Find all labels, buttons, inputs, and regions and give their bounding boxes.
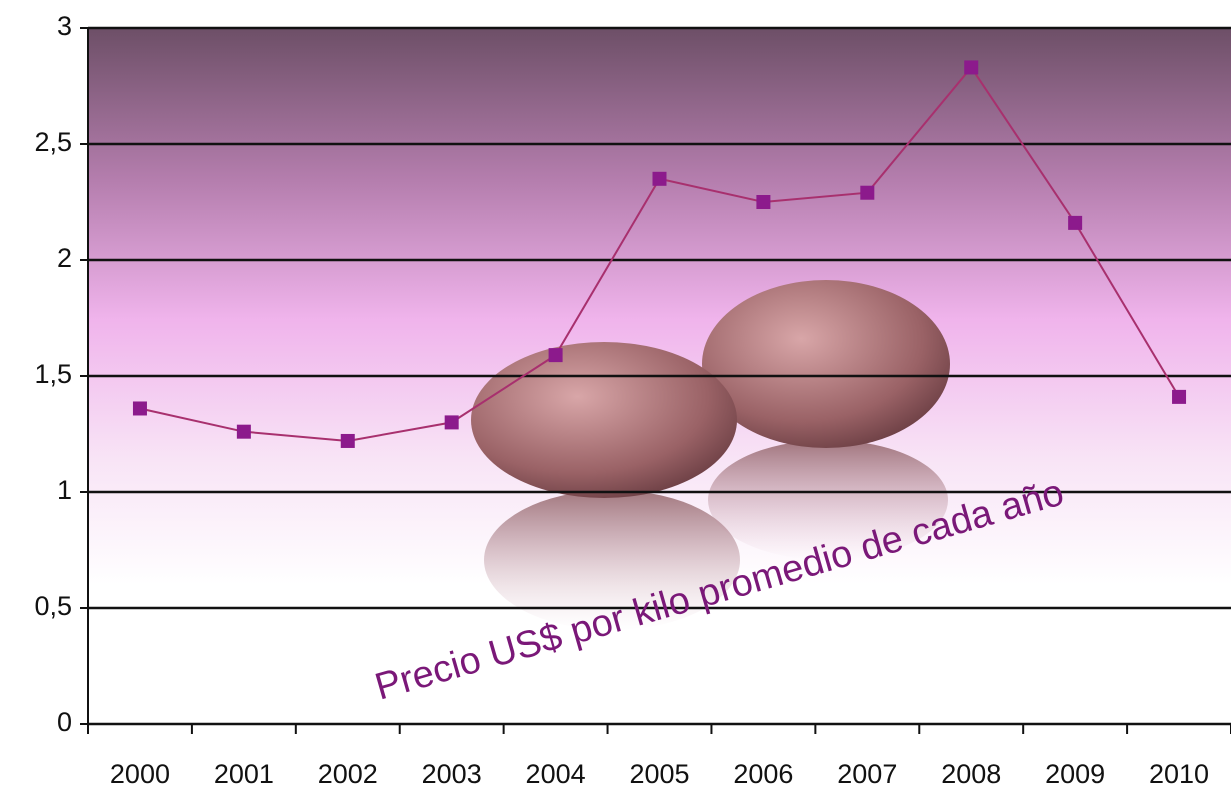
- x-tick-label: 2002: [318, 759, 378, 789]
- data-marker: [340, 433, 355, 448]
- data-marker: [652, 171, 667, 186]
- egg: [702, 280, 950, 448]
- data-marker: [1068, 215, 1083, 230]
- egg: [471, 342, 737, 498]
- data-marker: [964, 60, 979, 75]
- data-marker: [1172, 389, 1187, 404]
- x-tick-label: 2001: [214, 759, 274, 789]
- data-marker: [860, 185, 875, 200]
- data-marker: [236, 424, 251, 439]
- data-marker: [548, 348, 563, 363]
- x-tick-label: 2010: [1149, 759, 1209, 789]
- x-tick-label: 2004: [526, 759, 586, 789]
- x-tick-label: 2005: [629, 759, 689, 789]
- data-marker: [132, 401, 147, 416]
- x-tick-label: 2008: [941, 759, 1001, 789]
- x-tick-label: 2006: [733, 759, 793, 789]
- data-marker: [756, 195, 771, 209]
- x-tick-label: 2003: [422, 759, 482, 789]
- y-tick-label: 1,5: [34, 359, 72, 389]
- y-tick-label: 2: [57, 243, 72, 273]
- data-marker: [444, 415, 459, 430]
- y-tick-label: 2,5: [34, 127, 72, 157]
- y-tick-label: 0: [57, 707, 72, 737]
- x-tick-label: 2007: [837, 759, 897, 789]
- y-tick-label: 1: [57, 475, 72, 505]
- y-tick-label: 0,5: [34, 591, 72, 621]
- y-tick-label: 3: [57, 11, 72, 41]
- x-tick-label: 2009: [1045, 759, 1105, 789]
- x-tick-label: 2000: [110, 759, 170, 789]
- egg-reflection: [484, 490, 740, 630]
- egg-reflection: [708, 440, 948, 560]
